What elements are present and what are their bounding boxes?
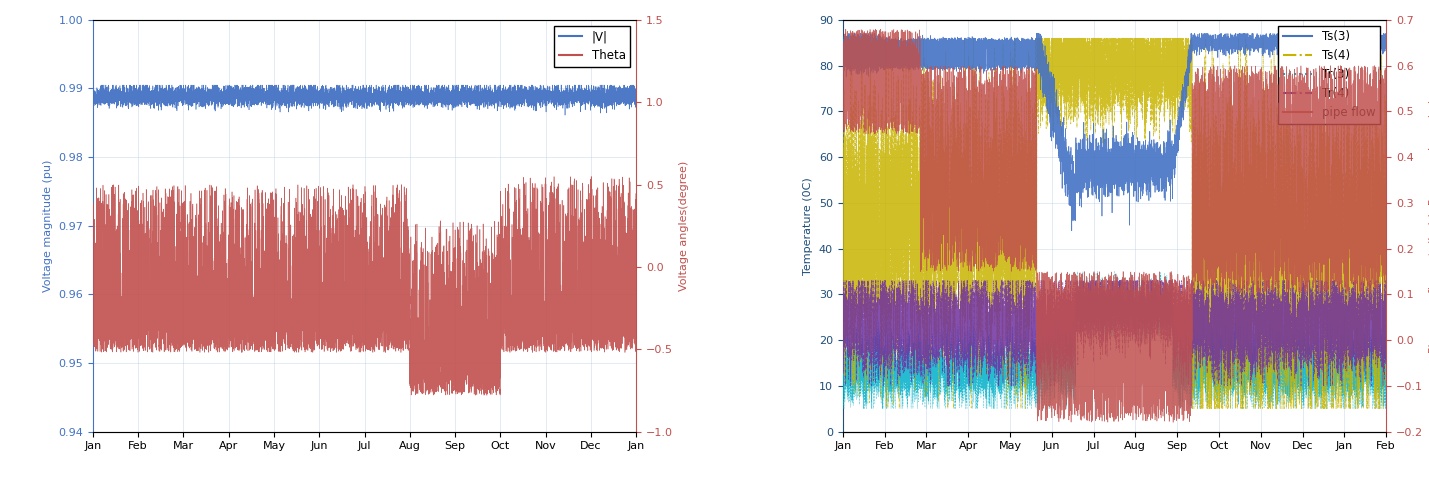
Y-axis label: Voltage angles(degree): Voltage angles(degree) [679,161,689,291]
Legend: Ts(3), Ts(4), Tr(3), Tr(4), pipe flow: Ts(3), Ts(4), Tr(3), Tr(4), pipe flow [1278,26,1380,124]
Y-axis label: Voltage magnitude (pu): Voltage magnitude (pu) [43,160,53,292]
Y-axis label: Temperature (0C): Temperature (0C) [803,177,813,275]
Legend: |V|, Theta: |V|, Theta [554,26,630,67]
